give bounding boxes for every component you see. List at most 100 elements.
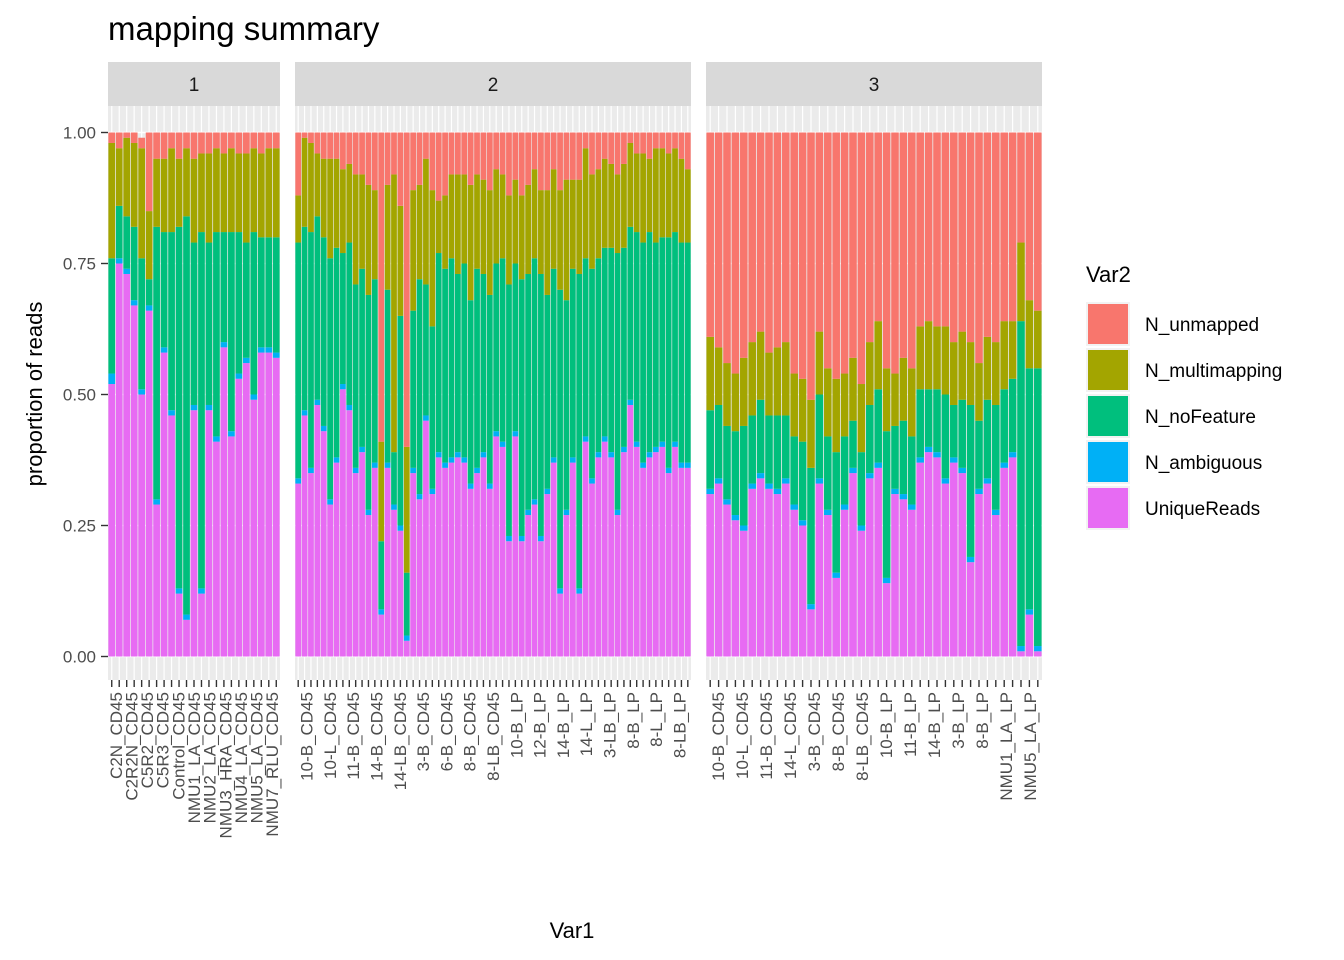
x-tick-label: 12-B_LP: [531, 692, 550, 758]
facet-strip-label: 3: [869, 75, 880, 96]
bar-stack: [183, 132, 190, 657]
bar-segment-N_noFeature: [665, 237, 672, 468]
bar-segment-N_multimapping: [384, 184, 391, 290]
bar-segment-UniqueReads: [346, 410, 353, 657]
bar-stack: [205, 132, 213, 657]
bar-segment-N_noFeature: [213, 232, 220, 437]
bar-segment-N_unmapped: [849, 132, 857, 358]
bar-segment-UniqueReads: [824, 515, 832, 657]
bar-stack: [423, 132, 429, 657]
bar-segment-UniqueReads: [493, 436, 500, 657]
bar-stack: [160, 132, 168, 657]
x-tick-label: C5R2_CD45: [138, 692, 157, 788]
bar-segment-N_unmapped: [145, 132, 153, 212]
bar-stack: [582, 132, 589, 657]
bar-segment-UniqueReads: [183, 619, 190, 657]
bar-segment-N_unmapped: [416, 132, 423, 185]
bar-stack: [916, 132, 924, 657]
bar-segment-N_multimapping: [108, 142, 116, 259]
bar-segment-N_multimapping: [123, 137, 131, 217]
bar-segment-UniqueReads: [874, 467, 882, 657]
bar-segment-N_unmapped: [130, 132, 138, 143]
bar-segment-N_unmapped: [621, 132, 627, 164]
bar-stack: [866, 132, 874, 657]
bar-stack: [832, 132, 840, 657]
bar-segment-UniqueReads: [992, 515, 1000, 657]
bar-segment-N_multimapping: [857, 384, 866, 453]
bar-segment-N_multimapping: [531, 169, 538, 259]
bar-segment-UniqueReads: [327, 504, 334, 657]
bar-segment-N_multimapping: [295, 195, 302, 243]
bar-segment-UniqueReads: [531, 504, 538, 657]
bar-segment-N_unmapped: [765, 132, 773, 353]
legend-label: N_unmapped: [1145, 315, 1259, 336]
bar-segment-N_ambiguous: [723, 499, 731, 505]
x-tick-label: 14-LB_CD45: [391, 692, 410, 790]
bar-segment-N_noFeature: [461, 263, 468, 458]
bar-segment-UniqueReads: [499, 446, 506, 657]
bar-segment-N_ambiguous: [130, 300, 138, 306]
bar-segment-UniqueReads: [706, 494, 714, 657]
bar-segment-N_noFeature: [416, 279, 423, 495]
bar-stack: [265, 132, 273, 657]
bar-segment-N_unmapped: [790, 132, 798, 374]
bar-segment-N_unmapped: [320, 132, 327, 159]
bar-segment-N_ambiguous: [807, 604, 815, 610]
bar-segment-N_multimapping: [672, 148, 678, 233]
x-tick-label: NMU5_LA_CD45: [248, 692, 267, 823]
bar-segment-UniqueReads: [108, 384, 116, 657]
bar-segment-N_ambiguous: [295, 478, 302, 484]
bar-segment-N_unmapped: [359, 132, 365, 175]
bar-segment-N_multimapping: [198, 153, 205, 233]
bar-segment-UniqueReads: [123, 273, 131, 657]
bar-segment-N_multimapping: [678, 158, 685, 243]
bar-segment-N_ambiguous: [899, 494, 908, 500]
bar-segment-N_multimapping: [391, 174, 397, 453]
bar-segment-N_multimapping: [941, 326, 950, 395]
bar-segment-N_multimapping: [435, 200, 442, 254]
bar-stack: [416, 132, 423, 657]
legend-key: [1088, 350, 1128, 390]
bar-segment-UniqueReads: [627, 404, 634, 657]
bar-segment-N_unmapped: [301, 132, 308, 138]
y-tick-label: 1.00: [63, 124, 96, 143]
bar-segment-N_noFeature: [346, 242, 353, 405]
bar-segment-N_unmapped: [665, 132, 672, 154]
bar-segment-N_noFeature: [410, 310, 417, 468]
x-tick-label: 6-B_CD45: [437, 692, 456, 771]
bar-stack: [684, 132, 691, 657]
bar-segment-N_unmapped: [627, 132, 634, 143]
facet-strip-label: 1: [189, 75, 200, 96]
bar-segment-UniqueReads: [228, 436, 235, 657]
bar-segment-N_noFeature: [160, 232, 168, 348]
bar-segment-N_noFeature: [228, 232, 235, 432]
bar-segment-N_unmapped: [371, 132, 378, 191]
bar-segment-N_unmapped: [924, 132, 933, 322]
bar-segment-N_unmapped: [454, 132, 461, 175]
bar-segment-N_noFeature: [145, 279, 153, 306]
bar-segment-N_ambiguous: [908, 504, 916, 510]
bar-segment-N_multimapping: [614, 174, 621, 254]
bar-segment-UniqueReads: [815, 483, 824, 657]
bar-segment-N_unmapped: [525, 132, 532, 185]
x-tick-label: 3-B_LP: [949, 692, 968, 749]
bar-segment-UniqueReads: [410, 473, 417, 657]
bar-segment-N_multimapping: [640, 153, 646, 243]
x-tick-label: 8-LB_LP: [670, 692, 689, 758]
bar-segment-N_unmapped: [557, 132, 563, 191]
bar-segment-N_noFeature: [153, 226, 160, 500]
bar-stack: [320, 132, 327, 657]
x-tick-label: 14-B_LP: [925, 692, 944, 758]
bar-segment-N_unmapped: [958, 132, 966, 332]
bar-segment-N_unmapped: [250, 132, 258, 149]
bar-segment-N_unmapped: [480, 132, 487, 180]
panel-background: [706, 106, 1042, 680]
bar-segment-UniqueReads: [448, 462, 455, 657]
bar-segment-N_unmapped: [352, 132, 359, 175]
bar-segment-N_noFeature: [748, 415, 756, 484]
bar-segment-N_unmapped: [1008, 132, 1017, 322]
bar-segment-N_noFeature: [499, 258, 506, 442]
bar-segment-N_ambiguous: [220, 342, 228, 348]
bar-segment-N_multimapping: [512, 179, 519, 264]
bar-segment-N_multimapping: [608, 163, 615, 248]
